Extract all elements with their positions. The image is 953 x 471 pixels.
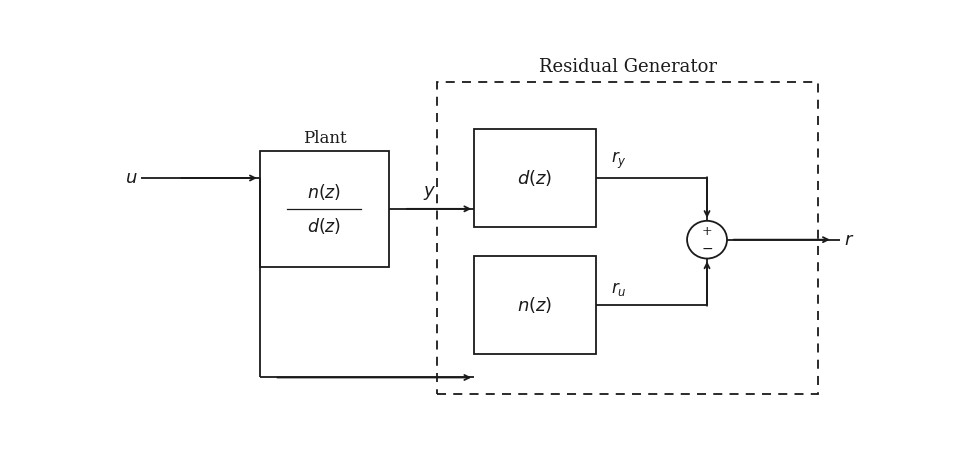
- Text: $d(z)$: $d(z)$: [307, 216, 341, 236]
- Text: $d(z)$: $d(z)$: [517, 168, 552, 188]
- Bar: [259, 151, 389, 267]
- Bar: [436, 82, 817, 394]
- Text: $u$: $u$: [125, 169, 137, 187]
- Text: $r$: $r$: [842, 231, 853, 249]
- Text: Residual Generator: Residual Generator: [538, 58, 716, 76]
- Text: +: +: [701, 225, 712, 238]
- Text: Plant: Plant: [302, 130, 346, 147]
- Text: $r_y$: $r_y$: [610, 150, 626, 171]
- Text: $n(z)$: $n(z)$: [307, 182, 341, 202]
- Bar: [474, 129, 596, 227]
- Text: $r_u$: $r_u$: [610, 280, 626, 298]
- Text: $y$: $y$: [423, 184, 436, 202]
- Text: $n(z)$: $n(z)$: [517, 295, 552, 315]
- Bar: [474, 256, 596, 354]
- Text: $-$: $-$: [700, 241, 712, 255]
